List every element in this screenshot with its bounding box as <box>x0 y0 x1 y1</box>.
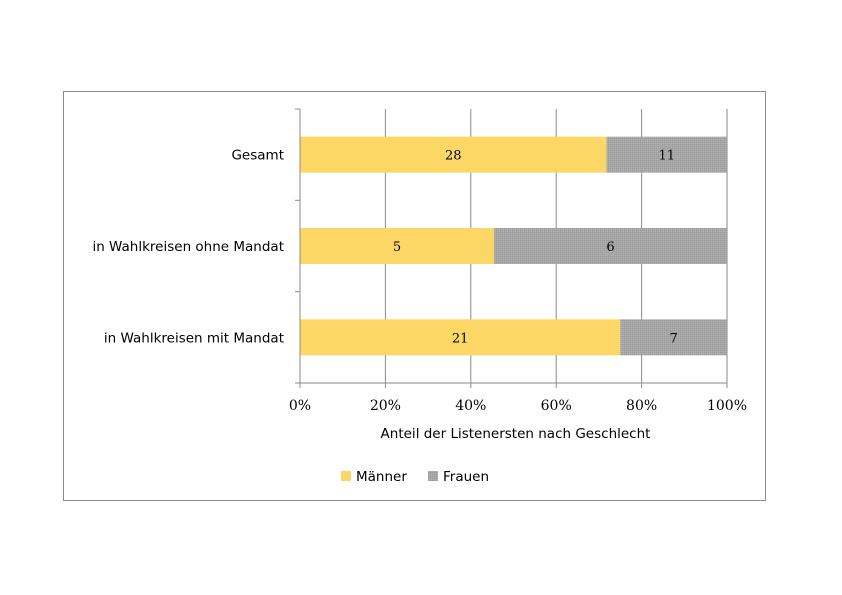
bar-maenner <box>300 136 607 173</box>
data-label: 6 <box>606 240 614 255</box>
axes <box>295 108 728 388</box>
labels: 28 11 Gesamt 5 6 in Wahlkreisen ohne Mandat 21… <box>92 148 747 442</box>
bar-frauen <box>606 136 727 173</box>
bar-frauen <box>620 319 727 356</box>
data-label: 21 <box>452 331 469 346</box>
x-axis-title: Anteil der Listenersten nach Geschlecht <box>381 426 651 442</box>
x-tick-label: 80% <box>626 398 657 414</box>
x-tick-label: 60% <box>541 398 572 414</box>
category-label: in Wahlkreisen ohne Mandat <box>92 239 284 255</box>
legend-label-maenner: Männer <box>356 469 407 485</box>
data-label: 7 <box>669 331 677 346</box>
legend-swatch-frauen <box>428 471 438 481</box>
data-label: 5 <box>393 240 401 255</box>
category-label: in Wahlkreisen mit Mandat <box>104 330 284 346</box>
bar-frauen <box>494 228 727 264</box>
x-tick-label: 40% <box>455 398 486 414</box>
x-tick-label: 0% <box>289 398 311 414</box>
data-label: 28 <box>445 149 462 164</box>
bar-maenner <box>300 319 621 356</box>
category-label: Gesamt <box>231 148 284 164</box>
x-tick-label: 100% <box>707 398 747 414</box>
data-label: 11 <box>659 149 676 164</box>
x-tick-label: 20% <box>370 398 401 414</box>
legend: Männer Frauen <box>341 469 489 485</box>
legend-label-frauen: Frauen <box>443 469 489 485</box>
bars <box>300 136 727 356</box>
bar-maenner <box>300 228 495 264</box>
legend-swatch-maenner <box>341 471 351 481</box>
